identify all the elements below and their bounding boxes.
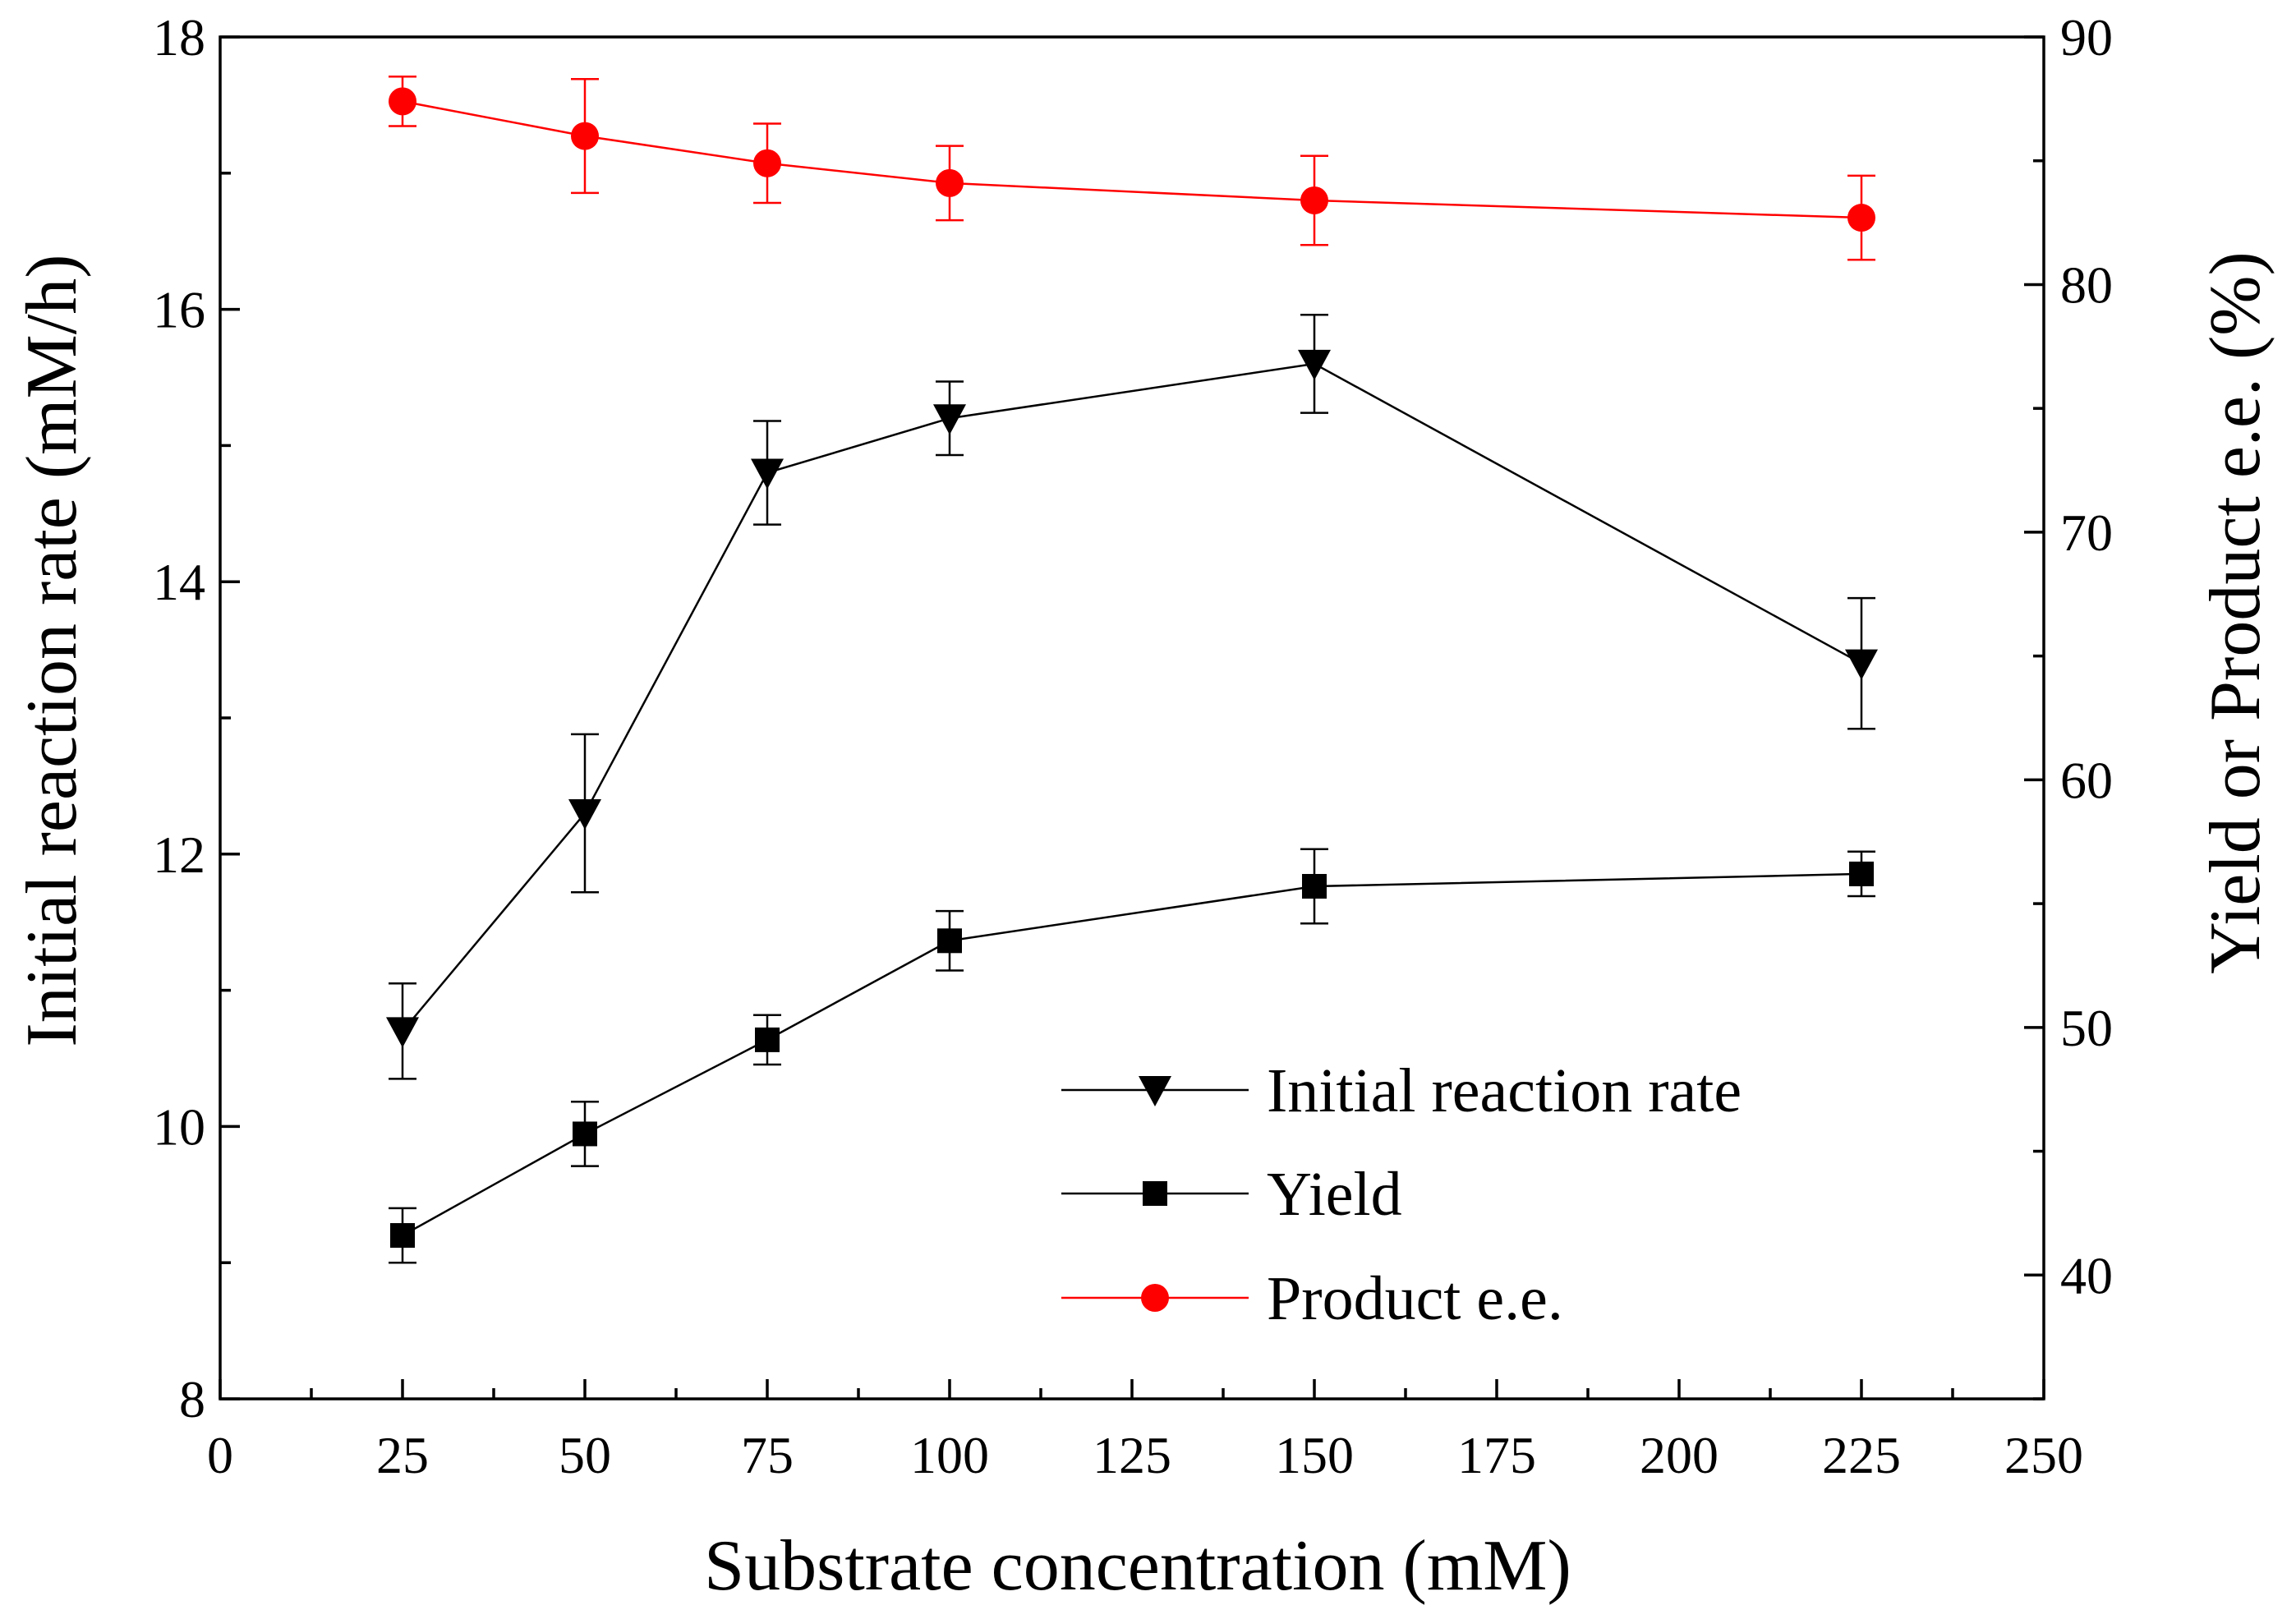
x-tick-label: 50 <box>559 1426 611 1484</box>
x-axis-title: Substrate concentration (mM) <box>704 1526 1571 1606</box>
data-point <box>571 122 599 150</box>
y2-tick-label: 90 <box>2060 8 2113 67</box>
legend-entry: Initial reaction rate <box>1061 1056 1742 1125</box>
y-tick-label: 10 <box>153 1097 205 1156</box>
series-line <box>402 362 1862 1033</box>
y-axis-title: Initial reaction rate (mM/h) <box>12 254 92 1046</box>
y-tick-label: 8 <box>179 1370 205 1428</box>
x-tick-label: 200 <box>1640 1426 1719 1484</box>
data-point <box>1845 649 1878 680</box>
x-tick-label: 25 <box>376 1426 429 1484</box>
data-point <box>1298 349 1331 380</box>
data-point <box>755 1027 780 1052</box>
y-tick-label: 18 <box>153 8 205 67</box>
legend: Initial reaction rate Yield Product e.e. <box>1061 1056 1742 1333</box>
plot-frame <box>219 35 2045 1401</box>
y-tick-label: 12 <box>153 826 205 884</box>
x-tick-label: 250 <box>2004 1426 2083 1484</box>
series-square <box>389 848 1875 1264</box>
y2-tick-label: 40 <box>2060 1246 2113 1304</box>
legend-label: Product e.e. <box>1267 1264 1563 1333</box>
data-point <box>1300 186 1328 214</box>
y2-axis-title: Yield or Product e.e. (%) <box>2196 251 2275 974</box>
data-point <box>568 799 601 830</box>
legend-marker <box>1143 1181 1167 1206</box>
data-point <box>1302 873 1327 899</box>
data-point <box>753 149 781 177</box>
data-point <box>389 87 416 116</box>
x-tick-label: 125 <box>1093 1426 1171 1484</box>
legend-label: Initial reaction rate <box>1267 1056 1742 1125</box>
series-line <box>402 100 1862 219</box>
data-point <box>1849 861 1874 886</box>
legend-marker <box>1139 1076 1171 1106</box>
data-point <box>573 1121 597 1147</box>
data-point <box>390 1223 415 1249</box>
series-circle <box>389 75 1875 261</box>
y2-tick-label: 70 <box>2060 504 2113 562</box>
series-line <box>402 872 1862 1237</box>
axes: 0 25 50 75 100 125 150 175 200 225 250 8 10 12 14 16 18 4… <box>153 8 2113 1484</box>
x-tick-label: 100 <box>910 1426 989 1484</box>
series-triangle-down <box>386 313 1878 1080</box>
y2-tick-label: 50 <box>2060 999 2113 1057</box>
legend-marker <box>1141 1284 1169 1312</box>
y-tick-label: 14 <box>153 553 205 611</box>
data-point <box>933 404 966 435</box>
data-point <box>936 168 964 197</box>
y2-tick-label: 80 <box>2060 255 2113 314</box>
x-tick-label: 225 <box>1822 1426 1901 1484</box>
data-point <box>937 928 962 954</box>
x-tick-label: 150 <box>1275 1426 1354 1484</box>
legend-entry: Product e.e. <box>1061 1264 1563 1333</box>
y-tick-label: 16 <box>153 281 205 339</box>
data-point <box>751 458 784 490</box>
data-point <box>1847 204 1875 232</box>
data-point <box>386 1017 419 1048</box>
legend-label: Yield <box>1267 1160 1402 1229</box>
x-tick-label: 0 <box>207 1426 233 1484</box>
y2-tick-label: 60 <box>2060 751 2113 809</box>
series-layer <box>386 75 1878 1264</box>
legend-entry: Yield <box>1061 1160 1402 1229</box>
x-tick-label: 175 <box>1457 1426 1536 1484</box>
x-tick-label: 75 <box>741 1426 794 1484</box>
